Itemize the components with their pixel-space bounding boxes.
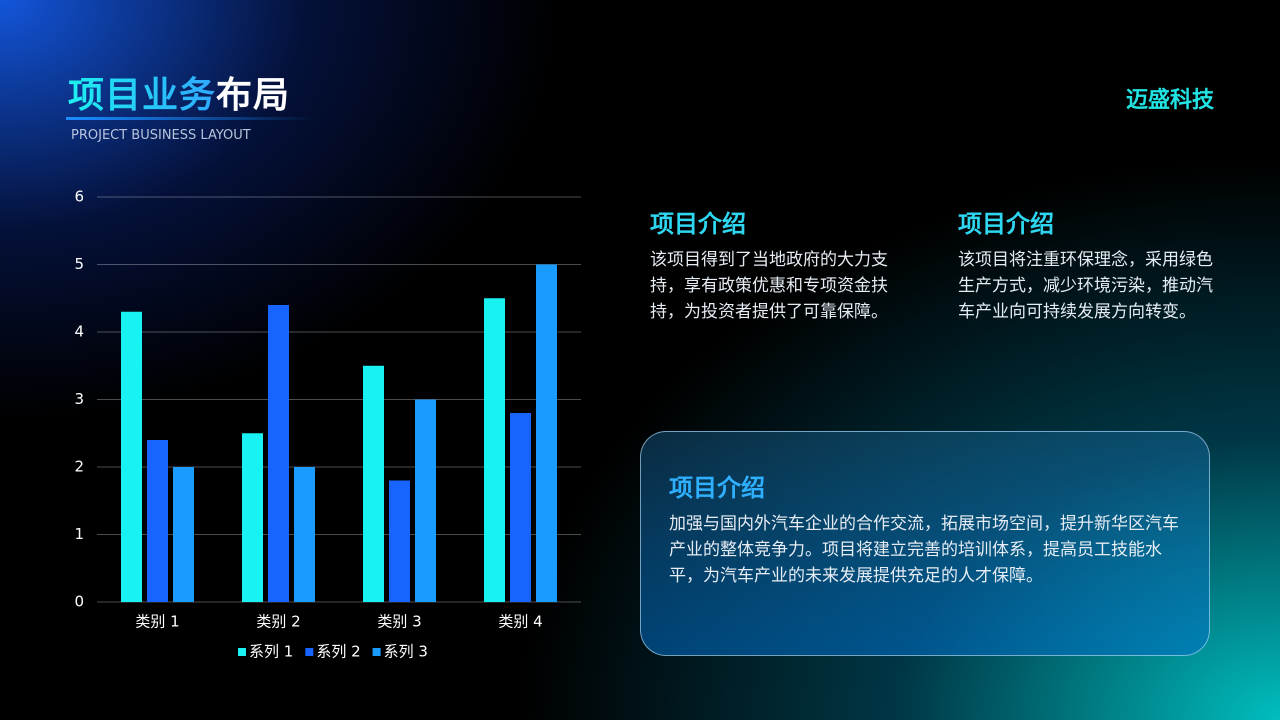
subtitle: PROJECT BUSINESS LAYOUT	[71, 128, 251, 143]
title-underline	[66, 117, 316, 120]
legend-swatch	[238, 648, 246, 656]
bar	[363, 365, 384, 602]
legend-label: 系列 2	[316, 643, 360, 661]
bar	[268, 305, 289, 602]
y-tick-label: 1	[74, 525, 84, 543]
legend-swatch	[305, 648, 314, 656]
bar	[294, 467, 315, 602]
bar	[415, 399, 436, 602]
legend-label: 系列 1	[249, 643, 293, 661]
card: 项目介绍该项目得到了当地政府的大力支持，享有政策优惠和专项资金扶持，为投资者提供…	[650, 204, 900, 325]
card-body: 该项目将注重环保理念，采用绿色生产方式，减少环境污染，推动汽车产业向可持续发展方…	[958, 250, 1213, 322]
x-tick-label: 类别 3	[377, 613, 421, 631]
card-title: 项目介绍	[650, 210, 746, 238]
y-tick-label: 4	[74, 323, 84, 341]
card: 项目介绍加强与国内外汽车企业的合作交流，拓展市场空间，提升新华区汽车产业的整体竞…	[640, 431, 1210, 656]
x-tick-label: 类别 4	[498, 613, 542, 631]
y-tick-label: 3	[74, 390, 84, 408]
card-title: 项目介绍	[669, 474, 765, 502]
y-tick-label: 2	[74, 458, 84, 476]
x-tick-label: 类别 2	[256, 613, 300, 631]
y-tick-label: 5	[74, 255, 84, 273]
card-body: 加强与国内外汽车企业的合作交流，拓展市场空间，提升新华区汽车产业的整体竞争力。项…	[669, 514, 1179, 586]
card-body: 该项目得到了当地政府的大力支持，享有政策优惠和专项资金扶持，为投资者提供了可靠保…	[650, 250, 888, 322]
title: 项目业务布局	[68, 66, 290, 118]
y-tick-label: 0	[74, 593, 84, 611]
bar	[147, 440, 168, 602]
bar	[121, 311, 142, 602]
legend-swatch	[372, 648, 381, 656]
title-rest: 布局	[216, 75, 291, 116]
title-highlight: 项目业务	[68, 75, 217, 116]
legend-label: 系列 3	[384, 643, 428, 661]
bar	[484, 298, 505, 602]
bar	[510, 413, 531, 602]
x-tick-label: 类别 1	[135, 613, 179, 631]
bar	[536, 264, 557, 602]
bar	[242, 433, 263, 602]
card: 项目介绍该项目将注重环保理念，采用绿色生产方式，减少环境污染，推动汽车产业向可持…	[958, 204, 1216, 325]
bar	[389, 480, 410, 602]
card-title: 项目介绍	[958, 210, 1054, 238]
brand: 迈盛科技	[1125, 88, 1214, 113]
bar	[173, 467, 194, 602]
y-tick-label: 6	[74, 188, 84, 206]
